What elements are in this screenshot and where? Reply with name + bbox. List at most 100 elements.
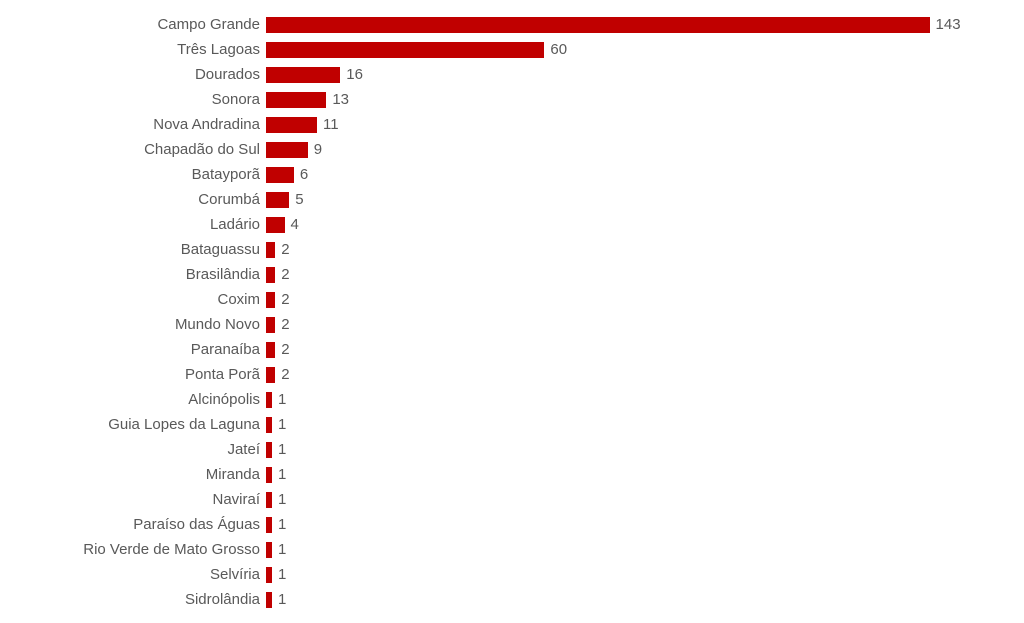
- bar-row: Bataguassu 2: [0, 237, 1024, 262]
- bar-cell: 2: [266, 266, 1024, 283]
- bar-row: Sonora13: [0, 87, 1024, 112]
- bar-cell: 13: [266, 91, 1024, 108]
- category-label: Chapadão do Sul: [0, 141, 266, 158]
- category-label: Campo Grande: [0, 16, 266, 33]
- bar-row: Guia Lopes da Laguna 1: [0, 412, 1024, 437]
- bar-row: Alcinópolis 1: [0, 387, 1024, 412]
- bar-cell: 9: [266, 141, 1024, 158]
- value-label: 1: [272, 566, 286, 583]
- bar-row: Rio Verde de Mato Grosso 1: [0, 537, 1024, 562]
- bar-cell: 11: [266, 116, 1024, 133]
- bar-cell: 1: [266, 466, 1024, 483]
- bar-cell: 1: [266, 591, 1024, 608]
- bar: [266, 192, 289, 208]
- bar-row: Jateí 1: [0, 437, 1024, 462]
- value-label: 60: [544, 41, 567, 58]
- bar-row: Ponta Porã 2: [0, 362, 1024, 387]
- category-label: Mundo Novo: [0, 316, 266, 333]
- bar: [266, 242, 275, 258]
- bar: [266, 267, 275, 283]
- value-label: 11: [317, 116, 339, 133]
- value-label: 2: [275, 241, 289, 258]
- category-label: Jateí: [0, 441, 266, 458]
- bar: [266, 92, 326, 108]
- bar: [266, 42, 544, 58]
- bar-row: Selvíria 1: [0, 562, 1024, 587]
- bar-cell: 1: [266, 516, 1024, 533]
- category-label: Naviraí: [0, 491, 266, 508]
- value-label: 2: [275, 291, 289, 308]
- bar-cell: 16: [266, 66, 1024, 83]
- bar-cell: 2: [266, 366, 1024, 383]
- category-label: Batayporã: [0, 166, 266, 183]
- bar-row: Miranda 1: [0, 462, 1024, 487]
- bar-cell: 2: [266, 316, 1024, 333]
- category-label: Sidrolândia: [0, 591, 266, 608]
- category-label: Rio Verde de Mato Grosso: [0, 541, 266, 558]
- category-label: Selvíria: [0, 566, 266, 583]
- bar-cell: 2: [266, 341, 1024, 358]
- bar-cell: 1: [266, 541, 1024, 558]
- value-label: 1: [272, 466, 286, 483]
- bar-cell: 5: [266, 191, 1024, 208]
- value-label: 143: [930, 16, 961, 33]
- value-label: 9: [308, 141, 322, 158]
- bar-row: Sidrolândia1: [0, 587, 1024, 612]
- category-label: Coxim: [0, 291, 266, 308]
- value-label: 5: [289, 191, 303, 208]
- bar-cell: 1: [266, 566, 1024, 583]
- value-label: 1: [272, 441, 286, 458]
- bar: [266, 217, 285, 233]
- horizontal-bar-chart: Campo Grande143Três Lagoas60Dourados16So…: [0, 0, 1024, 612]
- category-label: Bataguassu: [0, 241, 266, 258]
- value-label: 2: [275, 366, 289, 383]
- bar-cell: 1: [266, 391, 1024, 408]
- bar-row: Paranaíba 2: [0, 337, 1024, 362]
- bar-cell: 1: [266, 441, 1024, 458]
- category-label: Três Lagoas: [0, 41, 266, 58]
- bar-cell: 4: [266, 216, 1024, 233]
- value-label: 16: [340, 66, 363, 83]
- category-label: Paranaíba: [0, 341, 266, 358]
- category-label: Miranda: [0, 466, 266, 483]
- category-label: Ponta Porã: [0, 366, 266, 383]
- category-label: Paraíso das Águas: [0, 516, 266, 533]
- category-label: Dourados: [0, 66, 266, 83]
- category-label: Guia Lopes da Laguna: [0, 416, 266, 433]
- bar-cell: 60: [266, 41, 1024, 58]
- category-label: Alcinópolis: [0, 391, 266, 408]
- bar: [266, 142, 308, 158]
- bar-row: Dourados 16: [0, 62, 1024, 87]
- category-label: Corumbá: [0, 191, 266, 208]
- bar: [266, 317, 275, 333]
- bar-cell: 2: [266, 241, 1024, 258]
- bar-row: Campo Grande 143: [0, 12, 1024, 37]
- bar: [266, 17, 930, 33]
- value-label: 1: [272, 516, 286, 533]
- bar-row: Paraíso das Águas 1: [0, 512, 1024, 537]
- value-label: 1: [272, 391, 286, 408]
- value-label: 1: [272, 416, 286, 433]
- value-label: 1: [272, 491, 286, 508]
- bar-row: Corumbá 5: [0, 187, 1024, 212]
- category-label: Ladário: [0, 216, 266, 233]
- bar-row: Nova Andradina 11: [0, 112, 1024, 137]
- value-label: 2: [275, 341, 289, 358]
- bar: [266, 292, 275, 308]
- bar-row: Brasilândia2: [0, 262, 1024, 287]
- category-label: Nova Andradina: [0, 116, 266, 133]
- bar-row: Coxim 2: [0, 287, 1024, 312]
- value-label: 6: [294, 166, 308, 183]
- value-label: 13: [326, 91, 349, 108]
- bar: [266, 67, 340, 83]
- value-label: 1: [272, 541, 286, 558]
- bar-row: Ladário4: [0, 212, 1024, 237]
- bar-row: Batayporã 6: [0, 162, 1024, 187]
- value-label: 2: [275, 316, 289, 333]
- bar-row: Mundo Novo 2: [0, 312, 1024, 337]
- bar: [266, 167, 294, 183]
- bar-row: Naviraí 1: [0, 487, 1024, 512]
- category-label: Brasilândia: [0, 266, 266, 283]
- bar: [266, 342, 275, 358]
- bar-row: Três Lagoas 60: [0, 37, 1024, 62]
